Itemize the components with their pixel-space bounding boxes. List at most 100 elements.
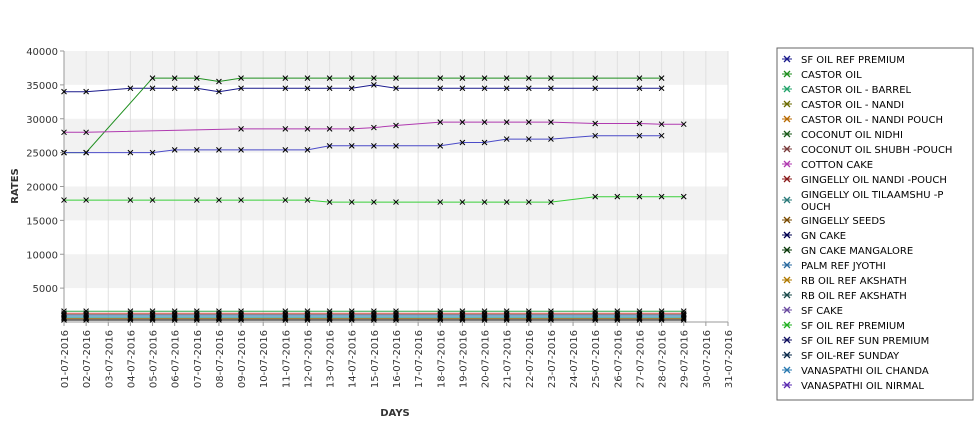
data-point-marker xyxy=(83,197,89,203)
data-point-marker xyxy=(83,129,89,136)
data-point-marker xyxy=(304,197,311,203)
data-point-marker xyxy=(149,75,156,81)
data-point-marker xyxy=(238,75,244,81)
data-point-marker xyxy=(348,317,355,323)
data-point-marker xyxy=(548,317,554,323)
data-point-marker xyxy=(503,85,510,92)
data-point-marker xyxy=(304,147,311,153)
data-point-marker xyxy=(371,124,377,131)
data-point-marker xyxy=(282,85,289,92)
y-tick-label: 20000 xyxy=(26,183,58,194)
x-tick-label: 23-07-2016 xyxy=(547,330,558,388)
y-tick-label: 5000 xyxy=(33,284,58,295)
x-tick-label: 05-07-2016 xyxy=(149,330,160,388)
data-point-marker xyxy=(216,197,222,203)
legend-label: RB OIL REF AKSHATH xyxy=(801,291,907,302)
legend-item: RB OIL REF AKSHATH xyxy=(782,291,907,302)
data-point-marker xyxy=(393,317,399,323)
data-point-marker xyxy=(437,85,444,92)
legend-label: GINGELLY OIL NANDI -POUCH xyxy=(801,175,947,186)
legend-item: SF CAKE xyxy=(782,306,843,317)
x-tick-label: 06-07-2016 xyxy=(171,330,182,388)
data-point-marker xyxy=(304,85,311,92)
data-point-marker xyxy=(127,149,134,156)
data-point-marker xyxy=(326,199,333,205)
data-point-marker xyxy=(216,317,222,323)
x-tick-label: 22-07-2016 xyxy=(525,330,536,388)
legend-item: SF OIL-REF SUNDAY xyxy=(782,351,900,362)
data-point-marker xyxy=(393,199,399,205)
data-point-marker xyxy=(525,119,532,125)
data-point-marker xyxy=(459,75,466,81)
series-group xyxy=(61,75,665,156)
legend-label-continued: OUCH xyxy=(801,202,831,213)
data-point-marker xyxy=(282,75,289,81)
x-tick-label: 21-07-2016 xyxy=(503,330,514,388)
legend-label: CASTOR OIL xyxy=(801,70,862,81)
data-point-marker xyxy=(503,199,510,205)
y-tick-label: 40000 xyxy=(26,47,58,58)
data-point-marker xyxy=(393,85,399,92)
legend-item: COCONUT OIL NIDHI xyxy=(782,130,903,141)
legend-label: CASTOR OIL - NANDI POUCH xyxy=(801,115,943,126)
data-point-marker xyxy=(592,317,599,323)
x-tick-label: 02-07-2016 xyxy=(82,330,93,388)
data-point-marker xyxy=(326,142,333,149)
data-point-marker xyxy=(481,85,488,92)
y-tick-label: 15000 xyxy=(26,216,58,227)
data-point-marker xyxy=(238,317,244,323)
data-point-marker xyxy=(127,317,134,323)
legend-label: VANASPATHI OIL NIRMAL xyxy=(801,381,924,392)
y-tick-label: 25000 xyxy=(26,149,58,160)
x-tick-label: 27-07-2016 xyxy=(635,330,646,388)
data-point-marker xyxy=(680,317,687,323)
data-point-marker xyxy=(636,132,643,139)
data-point-marker xyxy=(680,193,687,200)
data-point-marker xyxy=(348,85,355,92)
x-tick-label: 24-07-2016 xyxy=(569,330,580,388)
data-point-marker xyxy=(548,199,554,205)
x-tick-label: 04-07-2016 xyxy=(126,330,137,388)
legend-label: GN CAKE MANGALORE xyxy=(801,246,913,257)
data-point-marker xyxy=(393,122,399,129)
legend-label: SF OIL REF PREMIUM xyxy=(801,321,905,332)
legend-label: RB OIL REF AKSHATH xyxy=(801,276,907,287)
data-point-marker xyxy=(304,317,311,323)
x-tick-label: 26-07-2016 xyxy=(613,330,624,388)
legend-item: GN CAKE xyxy=(782,231,846,242)
data-point-marker xyxy=(437,199,444,205)
data-point-marker xyxy=(304,126,311,132)
data-point-marker xyxy=(193,75,200,81)
data-point-marker xyxy=(459,119,466,125)
series-group xyxy=(61,313,687,319)
legend-label: CASTOR OIL - NANDI xyxy=(801,100,904,111)
x-tick-label: 31-07-2016 xyxy=(724,330,735,388)
x-tick-label: 20-07-2016 xyxy=(481,330,492,388)
data-point-marker xyxy=(658,317,665,323)
data-point-marker xyxy=(171,85,178,92)
data-point-marker xyxy=(83,88,89,95)
y-tick-label: 35000 xyxy=(26,81,58,92)
data-point-marker xyxy=(525,199,532,205)
x-tick-label: 28-07-2016 xyxy=(658,330,669,388)
x-tick-label: 16-07-2016 xyxy=(392,330,403,388)
data-point-marker xyxy=(658,132,665,139)
data-point-marker xyxy=(481,75,488,81)
x-tick-label: 17-07-2016 xyxy=(414,330,425,388)
data-point-marker xyxy=(481,139,488,146)
data-point-marker xyxy=(548,119,554,125)
data-point-marker xyxy=(503,317,510,323)
y-axis-title: RATES xyxy=(10,168,21,204)
x-tick-label: 13-07-2016 xyxy=(326,330,337,388)
data-point-marker xyxy=(459,199,466,205)
legend-label: SF OIL-REF SUNDAY xyxy=(801,351,900,362)
data-point-marker xyxy=(437,142,444,149)
legend-item: GN CAKE MANGALORE xyxy=(782,246,913,257)
data-point-marker xyxy=(216,88,222,95)
series-group xyxy=(61,310,687,317)
legend-label: GN CAKE xyxy=(801,231,846,242)
legend-label: GINGELLY SEEDS xyxy=(801,216,885,227)
data-point-marker xyxy=(481,199,488,205)
data-point-marker xyxy=(525,85,532,92)
data-point-marker xyxy=(525,75,532,81)
